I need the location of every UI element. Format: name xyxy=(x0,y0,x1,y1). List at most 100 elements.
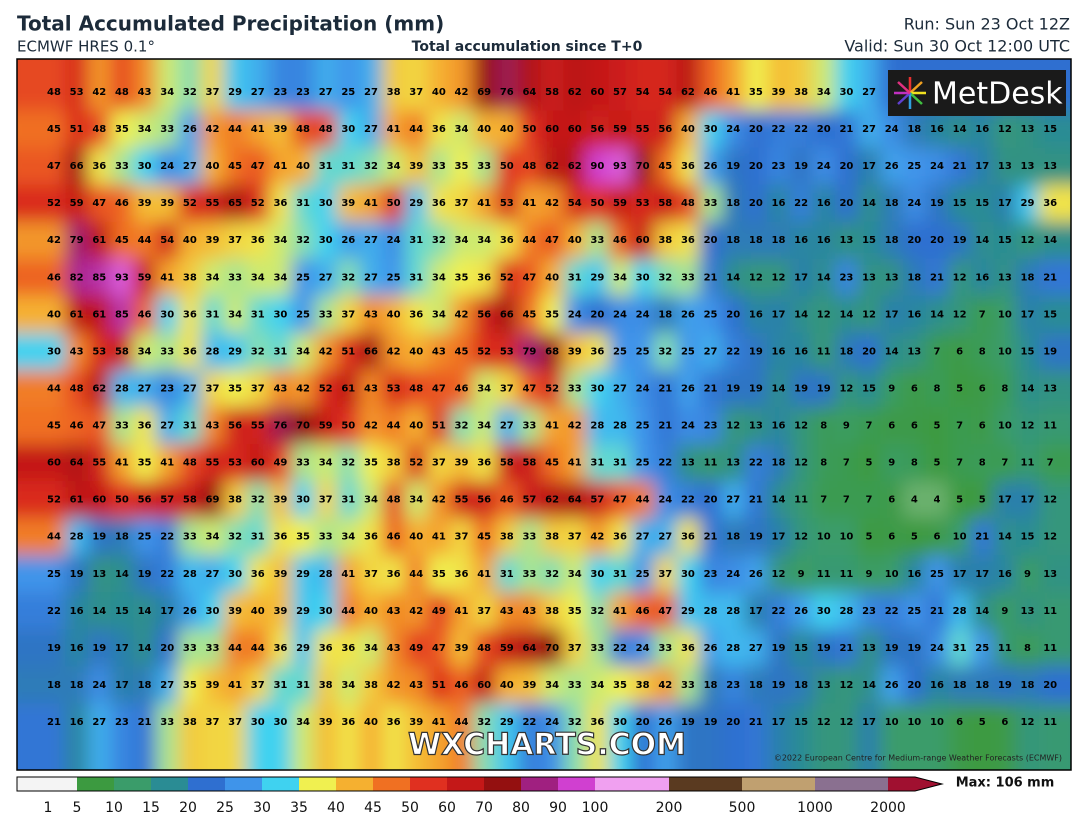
precip-value: 40 xyxy=(568,235,582,246)
precip-cell xyxy=(653,592,678,630)
precip-value: 54 xyxy=(160,235,174,246)
precip-value: 28 xyxy=(70,532,84,543)
precip-value: 76 xyxy=(500,87,514,98)
precip-value: 14 xyxy=(839,309,853,320)
precip-value: 34 xyxy=(455,124,469,135)
precip-cell xyxy=(518,147,542,186)
precip-value: 20 xyxy=(839,161,853,172)
precip-cell xyxy=(495,555,519,593)
precip-value: 18 xyxy=(726,198,740,209)
precip-value: 18 xyxy=(772,458,786,469)
colorbar-segment xyxy=(888,777,916,791)
precip-cell xyxy=(65,407,89,445)
precip-value: 18 xyxy=(749,680,763,691)
precip-value: 35 xyxy=(183,680,197,691)
precip-value: 11 xyxy=(998,643,1012,654)
precip-cell xyxy=(767,555,791,593)
precip-value: 15 xyxy=(1043,309,1057,320)
precip-cell xyxy=(699,555,723,593)
precip-cell xyxy=(948,629,972,667)
precip-cell xyxy=(653,481,678,519)
precip-value: 57 xyxy=(590,495,604,506)
precip-cell xyxy=(518,444,542,482)
precip-value: 25 xyxy=(613,346,627,357)
precip-value: 45 xyxy=(477,532,491,543)
precip-cell xyxy=(540,332,564,371)
precip-value: 40 xyxy=(409,421,423,432)
precip-value: 12 xyxy=(817,309,831,320)
precip-value: 31 xyxy=(500,569,514,580)
precip-cell xyxy=(87,258,112,297)
precip-cell xyxy=(495,184,519,223)
precip-value: 16 xyxy=(907,309,921,320)
precip-value: 36 xyxy=(387,717,401,728)
precip-cell xyxy=(835,221,859,260)
precip-cell xyxy=(653,666,678,704)
precip-value: 44 xyxy=(636,495,650,506)
precip-cell xyxy=(269,666,293,704)
precip-value: 18 xyxy=(975,680,989,691)
precip-cell xyxy=(948,481,972,519)
precip-cell xyxy=(1038,555,1071,593)
precip-cell xyxy=(586,110,610,149)
precip-value: 16 xyxy=(70,606,84,617)
precip-value: 13 xyxy=(92,569,106,580)
precip-cell xyxy=(495,110,519,149)
precip-value: 18 xyxy=(907,272,921,283)
precip-cell xyxy=(87,110,112,149)
precip-value: 8 xyxy=(1024,643,1031,654)
precip-value: 41 xyxy=(273,161,287,172)
precip-cell xyxy=(359,332,383,371)
precip-cell xyxy=(110,407,134,445)
precip-cell xyxy=(133,258,157,297)
precip-cell xyxy=(65,110,89,149)
precip-cell xyxy=(291,369,315,408)
precip-value: 11 xyxy=(817,569,831,580)
precip-value: 33 xyxy=(568,680,582,691)
precip-value: 33 xyxy=(319,532,333,543)
precip-value: 32 xyxy=(545,569,559,580)
precip-cell xyxy=(65,481,89,519)
precip-cell xyxy=(676,555,700,593)
precip-value: 34 xyxy=(273,272,287,283)
precip-value: 54 xyxy=(568,198,582,209)
precip-value: 56 xyxy=(477,495,491,506)
precip-cell xyxy=(1038,481,1071,519)
precip-cell xyxy=(1038,295,1071,334)
precip-cell xyxy=(857,369,881,408)
precip-value: 52 xyxy=(319,383,333,394)
precip-value: 19 xyxy=(92,532,106,543)
precip-value: 18 xyxy=(47,680,61,691)
precip-value: 61 xyxy=(92,309,106,320)
precip-cell xyxy=(17,332,66,371)
precip-value: 35 xyxy=(115,124,129,135)
precip-value: 48 xyxy=(409,383,423,394)
precip-value: 23 xyxy=(862,606,876,617)
precip-cell xyxy=(767,295,791,334)
precip-cell xyxy=(631,444,655,482)
precip-value: 23 xyxy=(839,272,853,283)
precip-cell xyxy=(631,666,655,704)
precip-cell xyxy=(246,407,270,445)
precip-value: 44 xyxy=(47,383,61,394)
precip-value: 28 xyxy=(183,569,197,580)
precip-cell xyxy=(1016,555,1040,593)
precip-value: 32 xyxy=(341,272,355,283)
precip-value: 34 xyxy=(477,383,491,394)
precip-value: 37 xyxy=(568,643,582,654)
precip-cell xyxy=(17,369,66,408)
precip-value: 29 xyxy=(228,346,242,357)
precip-value: 20 xyxy=(839,198,853,209)
precip-value: 55 xyxy=(92,458,106,469)
precip-cell xyxy=(653,444,678,482)
precip-value: 19 xyxy=(92,643,106,654)
precip-value: 33 xyxy=(522,421,536,432)
precip-cell xyxy=(563,703,587,770)
precip-value: 33 xyxy=(590,235,604,246)
precip-cell xyxy=(450,332,474,371)
precip-cell xyxy=(291,110,315,149)
precip-value: 18 xyxy=(704,680,718,691)
precip-value: 40 xyxy=(206,161,220,172)
precip-cell xyxy=(382,555,406,593)
precip-cell xyxy=(812,703,836,770)
